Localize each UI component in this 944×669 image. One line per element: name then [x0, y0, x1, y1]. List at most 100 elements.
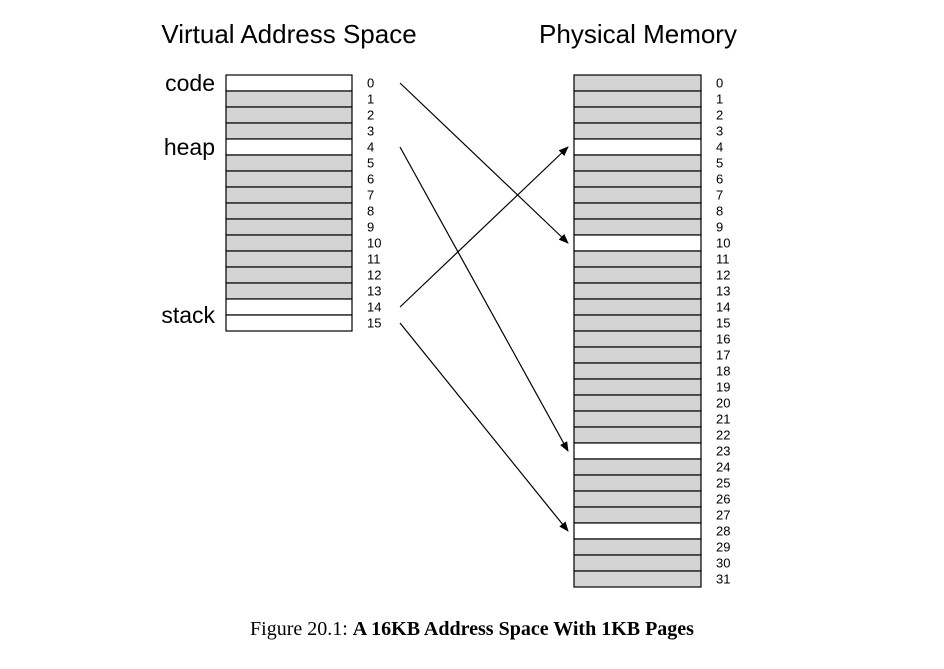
caption-prefix: Figure 20.1:: [250, 618, 348, 640]
virtual-page-number: 3: [367, 124, 374, 139]
physical-frame-number: 15: [716, 316, 730, 331]
physical-frame-number: 17: [716, 348, 730, 363]
physical-frame-number: 6: [716, 172, 723, 187]
physical-frame-number: 25: [716, 476, 730, 491]
physical-frame-11: [573, 250, 702, 268]
virtual-page-10: [225, 234, 353, 252]
physical-frame-2: [573, 106, 702, 124]
virtual-page-number: 4: [367, 140, 374, 155]
physical-frame-number: 24: [716, 460, 730, 475]
physical-frame-1: [573, 90, 702, 108]
virtual-title: Virtual Address Space: [161, 19, 416, 49]
physical-frame-number: 20: [716, 396, 730, 411]
physical-frame-number: 28: [716, 524, 730, 539]
physical-frame-17: [573, 346, 702, 364]
paging-diagram: Virtual Address Space Physical Memory 01…: [161, 19, 737, 588]
virtual-page-number: 14: [367, 300, 381, 315]
virtual-page-8: [225, 202, 353, 220]
virtual-page-7: [225, 186, 353, 204]
virtual-page-15: [225, 314, 353, 332]
physical-frame-5: [573, 154, 702, 172]
virtual-page-number: 12: [367, 268, 381, 283]
physical-frame-0: [573, 74, 702, 92]
page-mappings: [399, 82, 569, 532]
physical-frame-number: 2: [716, 108, 723, 123]
physical-frame-22: [573, 426, 702, 444]
physical-frame-19: [573, 378, 702, 396]
physical-frame-28: [573, 522, 702, 540]
physical-frame-number: 22: [716, 428, 730, 443]
physical-frame-number: 19: [716, 380, 730, 395]
virtual-page-number: 0: [367, 76, 374, 91]
mapping-arrow-0-to-10: [399, 82, 569, 244]
physical-frame-number: 12: [716, 268, 730, 283]
physical-frame-29: [573, 538, 702, 556]
physical-frame-number: 13: [716, 284, 730, 299]
physical-frame-number: 30: [716, 556, 730, 571]
virtual-page-12: [225, 266, 353, 284]
physical-frame-number: 14: [716, 300, 730, 315]
physical-frame-7: [573, 186, 702, 204]
mapping-arrow-4-to-23: [399, 146, 569, 452]
physical-frame-number: 27: [716, 508, 730, 523]
physical-frame-6: [573, 170, 702, 188]
virtual-page-11: [225, 250, 353, 268]
physical-frame-number: 3: [716, 124, 723, 139]
virtual-page-number: 2: [367, 108, 374, 123]
mapping-arrow-14-to-4: [399, 146, 569, 308]
physical-frame-number: 11: [716, 252, 730, 267]
physical-frame-27: [573, 506, 702, 524]
virtual-page-5: [225, 154, 353, 172]
virtual-page-0: [225, 74, 353, 92]
physical-frame-number: 26: [716, 492, 730, 507]
physical-frame-number: 18: [716, 364, 730, 379]
virtual-page-number: 13: [367, 284, 381, 299]
physical-frame-13: [573, 282, 702, 300]
region-label-code: code: [165, 70, 215, 96]
physical-frame-number: 23: [716, 444, 730, 459]
region-label-heap: heap: [164, 134, 215, 160]
physical-frame-31: [573, 570, 702, 588]
physical-frame-number: 0: [716, 76, 723, 91]
virtual-page-number: 8: [367, 204, 374, 219]
physical-frame-number: 1: [716, 92, 723, 107]
virtual-page-3: [225, 122, 353, 140]
physical-frame-16: [573, 330, 702, 348]
physical-frame-9: [573, 218, 702, 236]
virtual-page-2: [225, 106, 353, 124]
physical-frame-number: 31: [716, 572, 730, 587]
physical-frame-23: [573, 442, 702, 460]
physical-frame-number: 4: [716, 140, 723, 155]
physical-frame-18: [573, 362, 702, 380]
caption-text: A 16KB Address Space With 1KB Pages: [352, 618, 694, 640]
physical-frame-3: [573, 122, 702, 140]
physical-frame-number: 29: [716, 540, 730, 555]
physical-frame-number: 5: [716, 156, 723, 171]
physical-frame-number: 9: [716, 220, 723, 235]
virtual-page-number: 1: [367, 92, 374, 107]
physical-frame-number: 16: [716, 332, 730, 347]
virtual-page-number: 10: [367, 236, 381, 251]
physical-frame-number: 21: [716, 412, 730, 427]
physical-frame-number: 10: [716, 236, 730, 251]
virtual-page-number: 5: [367, 156, 374, 171]
physical-frame-14: [573, 298, 702, 316]
physical-frame-30: [573, 554, 702, 572]
physical-frame-15: [573, 314, 702, 332]
physical-frame-24: [573, 458, 702, 476]
virtual-page-number: 11: [367, 252, 381, 267]
physical-frame-number: 7: [716, 188, 723, 203]
virtual-page-9: [225, 218, 353, 236]
virtual-page-number: 7: [367, 188, 374, 203]
virtual-page-13: [225, 282, 353, 300]
virtual-page-14: [225, 298, 353, 316]
region-label-stack: stack: [161, 302, 215, 328]
physical-frame-21: [573, 410, 702, 428]
physical-memory: 0123456789101112131415161718192021222324…: [573, 74, 730, 588]
virtual-page-number: 6: [367, 172, 374, 187]
physical-frame-8: [573, 202, 702, 220]
mapping-arrow-15-to-28: [399, 322, 569, 532]
physical-title: Physical Memory: [539, 19, 737, 49]
physical-frame-12: [573, 266, 702, 284]
